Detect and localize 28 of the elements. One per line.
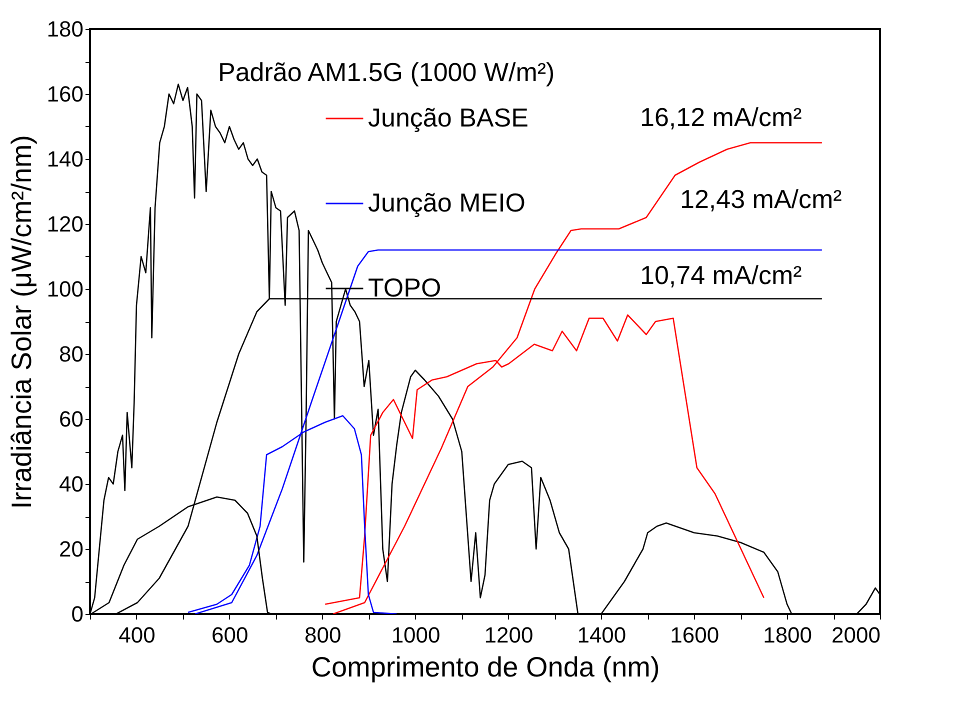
x-tick-label: 1600	[670, 622, 720, 648]
y-tick-label: 160	[46, 82, 84, 106]
y-tick-label: 60	[59, 406, 84, 432]
y-tick-label: 20	[59, 536, 84, 562]
x-tick-label: 600	[212, 622, 248, 648]
annotation: 10,74 mA/cm²	[640, 260, 802, 290]
legend-label: Junção BASE	[368, 102, 528, 132]
x-axis-title: Comprimento de Onda (nm)	[311, 652, 660, 682]
y-tick-label: 100	[46, 276, 84, 302]
x-tick-label: 1200	[484, 622, 534, 648]
y-tick-label: 180	[46, 16, 84, 42]
x-tick-label: 1800	[763, 622, 812, 648]
x-tick-label: 1000	[391, 622, 440, 648]
x-tick-label: 2000	[832, 622, 880, 648]
y-tick-label: 0	[71, 602, 84, 626]
x-tick-label: 400	[118, 622, 156, 648]
annotation: 16,12 mA/cm²	[640, 102, 802, 132]
y-tick-label: 80	[59, 342, 84, 366]
x-tick-label: 800	[304, 622, 342, 648]
y-axis-title: Irradiância Solar (μW/cm²/nm)	[6, 135, 37, 509]
annotation: 12,43 mA/cm²	[680, 184, 842, 214]
legend-label: TOPO	[368, 272, 442, 302]
y-tick-label: 40	[59, 472, 84, 496]
y-tick-label: 140	[46, 146, 84, 172]
y-tick-label: 120	[46, 212, 84, 236]
annotation: Padrão AM1.5G (1000 W/m²)	[218, 57, 555, 87]
x-tick-label: 1400	[577, 622, 626, 648]
legend-label: Junção MEIO	[368, 188, 526, 218]
